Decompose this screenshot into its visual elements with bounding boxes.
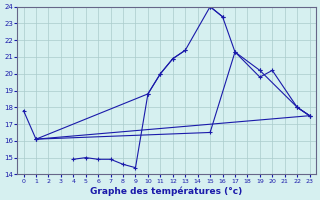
X-axis label: Graphe des températures (°c): Graphe des températures (°c) bbox=[91, 186, 243, 196]
